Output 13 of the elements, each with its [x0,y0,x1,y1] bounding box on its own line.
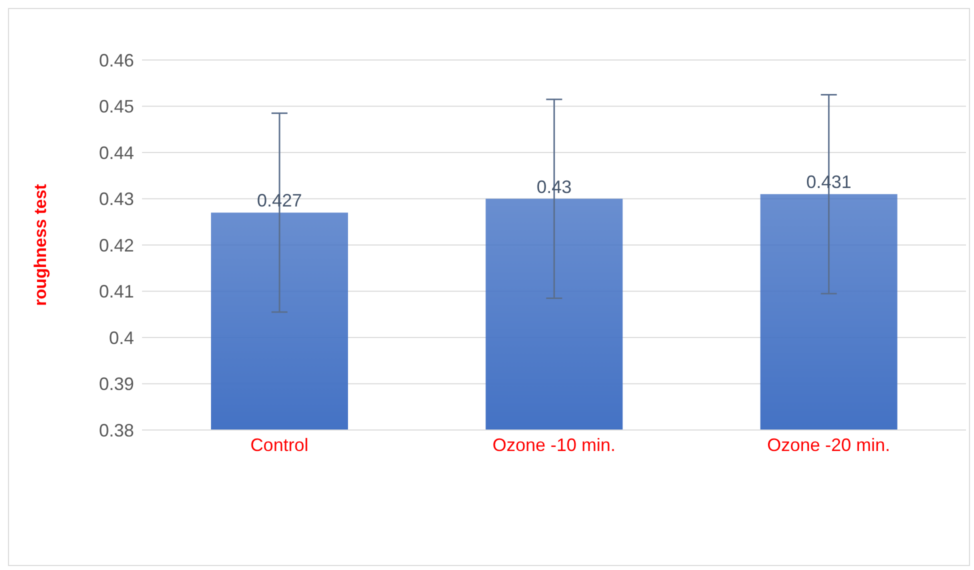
y-tick-label: 0.4 [108,328,134,348]
y-tick-label: 0.43 [98,189,134,210]
y-axis-title: roughness test [31,184,50,306]
y-tick-label: 0.46 [98,50,134,70]
y-tick-label: 0.41 [98,282,134,302]
x-tick-label: Ozone -10 min. [492,434,616,455]
x-tick-label: Ozone -20 min. [767,434,890,455]
y-tick-label: 0.44 [98,142,134,163]
x-tick-label: Control [250,434,308,455]
y-tick-label: 0.38 [98,420,134,440]
y-tick-label: 0.45 [98,96,134,117]
y-tick-label: 0.42 [98,235,134,256]
y-tick-label: 0.39 [98,374,134,394]
